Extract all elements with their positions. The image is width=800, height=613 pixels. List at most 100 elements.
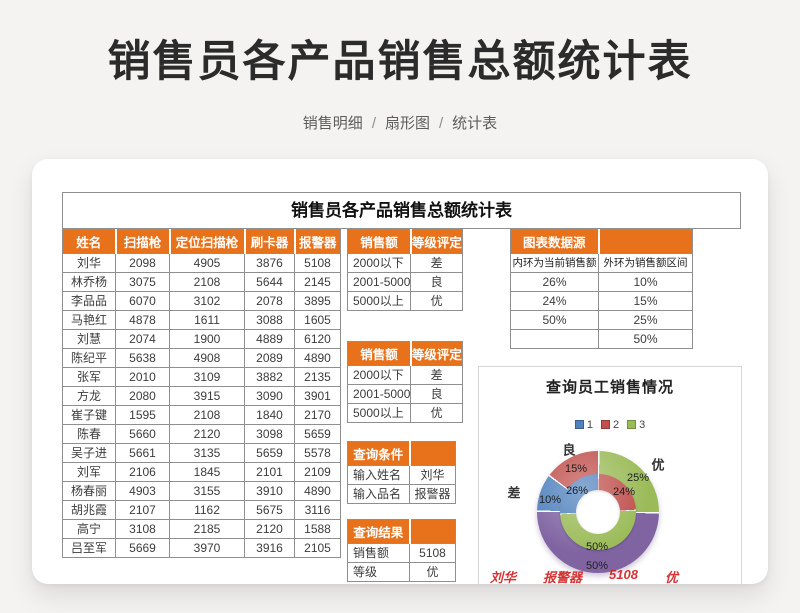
grade-table-1: 销售额 等级评定 2000以下差 2001-5000 良 5000以上优 [346, 228, 463, 311]
outer-slice-label: 15% [564, 462, 588, 475]
header-cell [598, 228, 693, 254]
cell: 26% [510, 271, 599, 292]
legend-swatch [600, 420, 610, 430]
table-row: 5000以上优 [346, 402, 463, 423]
name-cell: 马艳红 [62, 309, 116, 330]
name-cell: 吴子进 [62, 442, 116, 463]
value-cell: 6070 [115, 290, 170, 311]
legend-item: 2 [600, 418, 620, 431]
table-row: 胡兆霞 2107 1162 5675 3116 [62, 499, 341, 520]
donut-rings [537, 450, 659, 573]
name-cell: 陈纪平 [62, 347, 116, 368]
outer-slice-label: 50% [585, 559, 609, 572]
value-cell: 3155 [169, 480, 245, 501]
outer-slice-label: 25% [626, 471, 650, 484]
value-cell: 1840 [244, 404, 295, 425]
value-cell: 2106 [115, 461, 170, 482]
donut-hole [576, 489, 620, 534]
value-cell: 2108 [169, 271, 245, 292]
table-row: 销售额 5108 [347, 542, 456, 563]
red-note-fragment: 报警器 [543, 569, 583, 584]
value-cell: 2108 [169, 404, 245, 425]
legend-label: 2 [612, 418, 620, 431]
breadcrumb-item[interactable]: 扇形图 [384, 114, 430, 132]
value-cell: 5578 [294, 442, 341, 463]
cell: 优 [410, 290, 463, 311]
value-cell: 3901 [294, 385, 341, 406]
value-cell: 2107 [115, 499, 170, 520]
header-cell: 销售额 [346, 340, 412, 366]
cell: 24% [510, 290, 599, 311]
table-row: 方龙 2080 3915 3090 3901 [62, 385, 341, 406]
query-result-table: 查询结果 销售额 5108 等级优 [347, 518, 456, 582]
value-cell: 2074 [115, 328, 170, 349]
table-row: 等级优 [347, 561, 456, 582]
name-cell: 高宁 [62, 518, 116, 539]
value-cell: 3135 [169, 442, 245, 463]
value-cell: 2080 [115, 385, 170, 406]
value-cell: 3915 [169, 385, 245, 406]
table-row: 陈春 5660 2120 3098 5659 [62, 423, 341, 444]
value-cell: 2109 [294, 461, 341, 482]
header-cell: 查询条件 [347, 440, 411, 466]
cell: 2000以下 [346, 252, 412, 273]
value-cell: 4908 [169, 347, 245, 368]
table-row: 26% 10% [510, 271, 693, 292]
table-row: 刘慧 2074 1900 4889 6120 [62, 328, 341, 349]
value-cell: 4905 [169, 252, 245, 273]
header-cell: 刷卡器 [244, 228, 296, 254]
value-cell: 4903 [115, 480, 170, 501]
template-preview-card[interactable]: 销售员各产品销售总额统计表 姓名 扫描枪 定位扫描枪 刷卡器 报警器 刘华 2098 4905… [32, 158, 768, 584]
breadcrumb-item[interactable]: 销售明细 [302, 114, 363, 132]
value-cell: 3910 [244, 480, 295, 501]
table-row: 吕至军 5669 3970 3916 2105 [62, 537, 341, 558]
cell: 5000以上 [346, 402, 412, 423]
name-cell: 吕至军 [62, 537, 116, 558]
cell: 50% [598, 328, 693, 349]
header-cell: 查询结果 [347, 518, 411, 544]
value-cell: 1900 [169, 328, 245, 349]
value-cell: 2010 [115, 366, 170, 387]
cell: 优 [410, 402, 463, 423]
value-cell: 5659 [294, 423, 341, 444]
cell: 10% [598, 271, 693, 292]
cell: 5108 [409, 542, 456, 563]
name-cell: 杨春丽 [62, 480, 116, 501]
red-script-note: 刘华 报警器 5108 优 [490, 567, 678, 584]
inner-slice-label: 24% [612, 485, 636, 498]
value-cell: 3109 [169, 366, 245, 387]
table-row: 李品品 6070 3102 2078 3895 [62, 290, 341, 311]
breadcrumb-item[interactable]: 统计表 [452, 114, 498, 132]
value-cell: 1162 [169, 499, 245, 520]
table-row: 2001-5000 良 [346, 271, 463, 292]
value-cell: 2078 [244, 290, 295, 311]
table-row: 24% 15% [510, 290, 693, 311]
table-row: 输入品名 报警器 [347, 483, 456, 504]
red-note-fragment: 5108 [609, 566, 638, 582]
name-cell: 陈春 [62, 423, 116, 444]
breadcrumb-separator: / [371, 114, 376, 132]
value-cell: 2135 [294, 366, 341, 387]
value-cell: 3088 [244, 309, 295, 330]
legend-item: 3 [627, 419, 645, 431]
header-cell: 图表数据源 [510, 228, 600, 254]
cell: 等级 [347, 561, 410, 582]
name-cell: 李品品 [62, 290, 116, 311]
name-cell: 胡兆霞 [62, 499, 116, 520]
header-cell: 等级评定 [410, 228, 463, 254]
value-cell: 2089 [244, 347, 295, 368]
value-cell: 1611 [169, 309, 245, 330]
red-note-fragment: 刘华 [490, 569, 517, 584]
page-title: 销售员各产品销售总额统计表 [107, 38, 693, 86]
table-row: 2000以下差 [346, 364, 463, 385]
value-cell: 2185 [169, 518, 245, 539]
table-row: 图表数据源 [510, 228, 693, 254]
legend-label: 1 [586, 418, 593, 431]
value-cell: 5108 [294, 252, 341, 273]
cell: 2001-5000 [346, 271, 412, 292]
cell: 销售额 [347, 542, 410, 563]
table-row: 2001-5000 良 [346, 383, 463, 404]
value-cell: 4889 [244, 328, 295, 349]
cell: 报警器 [409, 483, 456, 504]
